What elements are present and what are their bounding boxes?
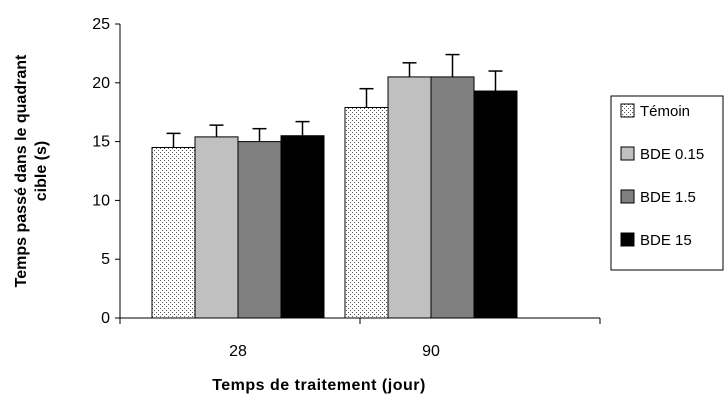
legend-swatch [620, 232, 635, 247]
legend-box [610, 95, 724, 271]
bar [194, 136, 239, 319]
x-tick-label: 90 [422, 343, 440, 360]
bar [473, 90, 518, 319]
bar [344, 106, 389, 319]
legend-label: BDE 0.15 [640, 146, 704, 163]
x-axis-title: Temps de traitement (jour) [212, 377, 426, 394]
bar [430, 76, 475, 319]
y-axis-title: Temps passé dans le quadrant cible (s) [13, 54, 50, 287]
bar [151, 146, 196, 319]
y-tick-label: 25 [92, 16, 110, 33]
y-tick-label: 5 [101, 251, 110, 268]
y-axis-title-line-2: cible (s) [33, 141, 50, 201]
legend-swatch [620, 146, 635, 161]
x-tick-label: 28 [229, 343, 247, 360]
plot-area: 0 5 10 15 20 25 28 90 [92, 16, 601, 360]
bar [280, 135, 325, 319]
y-tick-label: 0 [101, 310, 110, 327]
y-tick-label: 15 [92, 134, 110, 151]
bar [387, 76, 432, 319]
legend-label: BDE 15 [640, 232, 692, 249]
y-tick-label: 10 [92, 192, 110, 209]
bar [237, 141, 282, 319]
legend: Témoin BDE 0.15 BDE 1.5 BDE 15 [610, 95, 724, 271]
legend-label: Témoin [640, 103, 690, 120]
legend-swatch [620, 189, 635, 204]
legend-label: BDE 1.5 [640, 189, 696, 206]
legend-swatch [620, 103, 635, 118]
y-axis-title-line-1: Temps passé dans le quadrant [13, 54, 30, 287]
y-tick-label: 20 [92, 75, 110, 92]
